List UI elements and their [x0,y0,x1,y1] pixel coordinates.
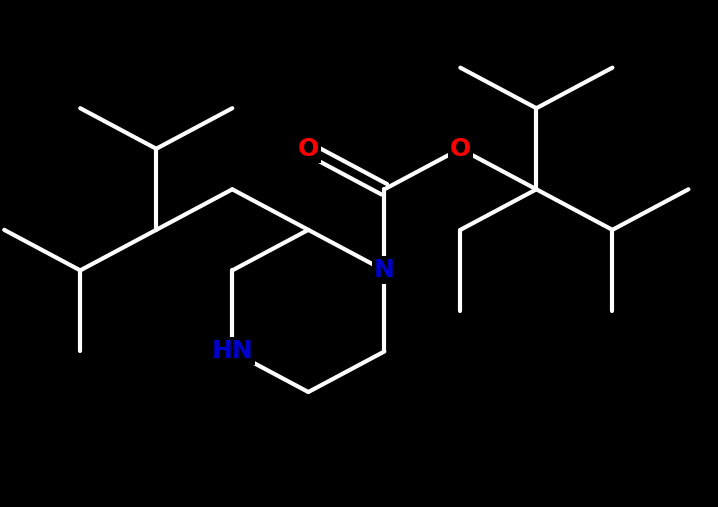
Text: HN: HN [211,340,253,364]
Text: O: O [449,137,471,161]
Text: N: N [374,259,395,282]
Text: O: O [298,137,319,161]
